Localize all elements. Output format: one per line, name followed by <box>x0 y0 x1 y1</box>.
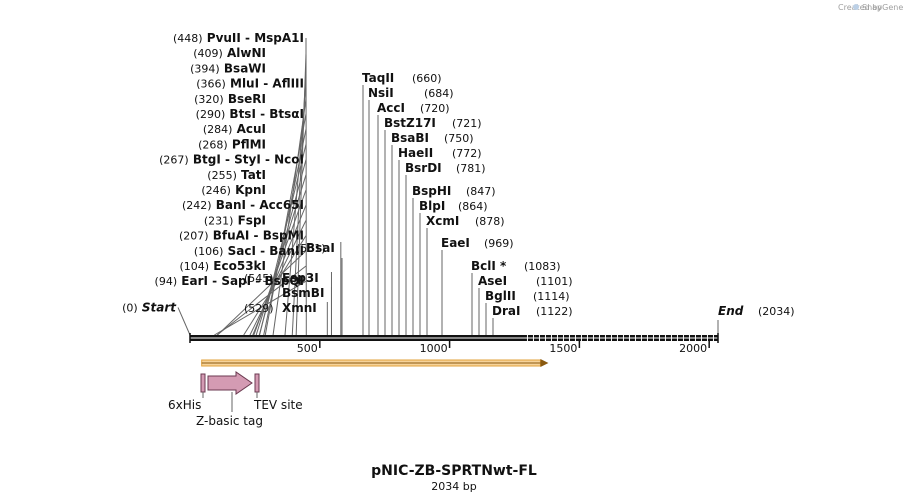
site-label-PflMI: (268) PflMI <box>198 137 266 151</box>
site-label-KpnI: (246) KpnI <box>201 183 266 197</box>
site-label-Esp3I: (545) Esp3I <box>244 271 319 285</box>
site-label-BsmBI: BsmBI <box>282 286 324 300</box>
site-leader <box>252 205 307 336</box>
site-label-FspI: (231) FspI <box>204 213 266 227</box>
site-leader-lines <box>177 37 719 336</box>
scale-tick-label: 1500 <box>549 342 577 355</box>
site-leader <box>177 307 191 336</box>
site-label-end: End (2034) <box>718 304 795 318</box>
site-label-HaeII: HaeII (772) <box>398 146 482 160</box>
site-label-BtsI: (290) BtsI - BtsαI <box>196 107 304 121</box>
site-label-BanI: (242) BanI - Acc65I <box>182 198 304 212</box>
snapgene-logo-icon <box>853 4 859 10</box>
site-label-XmnI: (529) XmnI <box>244 301 317 315</box>
site-label-BlpI: BlpI (864) <box>419 199 488 213</box>
site-label-TatI: (255) TatI <box>207 168 266 182</box>
site-label-DraI: DraI (1122) <box>492 304 573 318</box>
site-label-BsaI: (581)BsaI <box>296 241 335 255</box>
site-label-AlwNI: (409) AlwNI <box>193 46 266 60</box>
site-label-AcuI: (284) AcuI <box>203 122 266 136</box>
site-label-Start: (0) Start <box>122 300 177 314</box>
scale-tick-label: 1000 <box>420 342 448 355</box>
map-length: 2034 bp <box>431 480 476 493</box>
site-leader <box>214 280 307 336</box>
site-leader <box>264 113 307 336</box>
features: 6xHis Z-basic tag TEV site <box>168 371 303 428</box>
orf-arrow <box>201 359 549 367</box>
site-label-NsiI: NsiI (684) <box>368 86 454 100</box>
site-label-AccI: AccI (720) <box>377 101 450 115</box>
site-label-Eco53kI: (104) Eco53kI <box>180 259 266 273</box>
feature-tev <box>254 373 260 393</box>
feature-label-6xhis: 6xHis <box>168 398 201 412</box>
map-title: pNIC-ZB-SPRTNwt-FL <box>371 463 537 479</box>
site-leader <box>243 235 307 336</box>
site-leader <box>255 174 307 336</box>
credit-text: Created by <box>838 3 882 12</box>
feature-6xhis <box>200 373 206 393</box>
dna-backbone: 500 1000 1500 2000 <box>189 333 719 355</box>
site-label-BsaBI: BsaBI (750) <box>391 131 474 145</box>
site-label-EarI: (94) EarI - SapI - BspQI <box>155 274 304 288</box>
site-leader <box>217 250 307 336</box>
site-label-BtgI: (267) BtgI - StyI - NcoI <box>159 153 304 167</box>
feature-label-zbasic: Z-basic tag <box>196 414 263 428</box>
site-label-BseRI: (320) BseRI <box>194 92 266 106</box>
site-leader <box>216 265 307 336</box>
site-labels: (448) PvuII - MspA1I(409) AlwNI(394) Bsa… <box>122 31 794 318</box>
feature-label-tev: TEV site <box>253 398 303 412</box>
site-label-PvuII: (448) PvuII - MspA1I <box>173 31 304 45</box>
site-leader <box>258 159 307 336</box>
site-label-BclI: BclI * (1083) <box>471 259 561 273</box>
orf-arrowhead <box>540 359 549 367</box>
site-label-TaqII: TaqII (660) <box>362 71 442 85</box>
site-label-MluI: (366) MluI - AflIII <box>196 77 304 91</box>
site-label-BfuAI: (207) BfuAI - BspMI <box>179 229 304 243</box>
credit-brand: SnapGene <box>862 3 903 12</box>
site-leader <box>272 98 307 336</box>
site-label-SacI: (106) SacI - BanII <box>194 244 304 258</box>
site-label-BsaWI: (394) BsaWI <box>190 61 266 75</box>
site-label-AseI: AseI (1101) <box>478 274 573 288</box>
site-label-BspHI: BspHI (847) <box>412 184 496 198</box>
site-label-BsrDI: BsrDI (781) <box>405 161 486 175</box>
site-label-BstZ17I: BstZ17I (721) <box>384 116 482 130</box>
site-label-XcmI: XcmI (878) <box>426 214 505 228</box>
feature-zbasic <box>207 371 253 395</box>
site-label-BglII: BglII (1114) <box>485 289 570 303</box>
scale-tick-label: 500 <box>297 342 318 355</box>
scale-tick-label: 2000 <box>679 342 707 355</box>
site-label-EaeI: EaeI (969) <box>441 236 514 250</box>
